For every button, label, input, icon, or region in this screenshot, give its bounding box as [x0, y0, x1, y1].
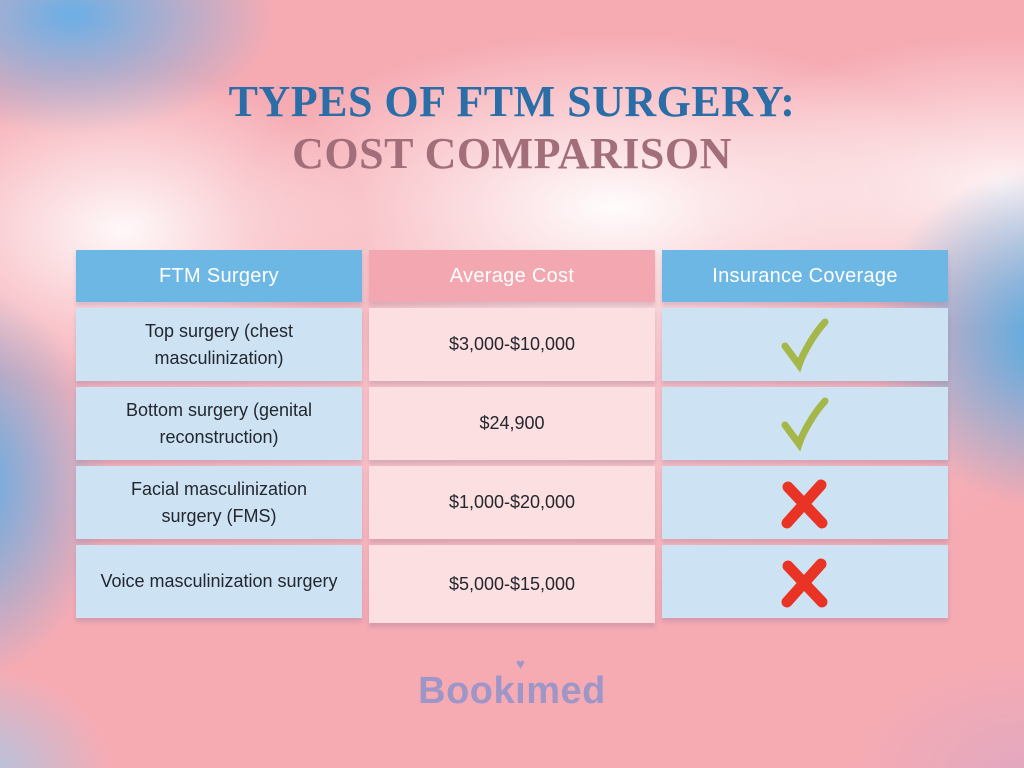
coverage-cell	[662, 387, 948, 460]
cost-cell: $5,000-$15,000	[369, 545, 655, 623]
surgery-label: Voice masculinization surgery	[100, 571, 338, 592]
cross-icon	[781, 558, 828, 607]
title-line-1: TYPES OF FTM SURGERY:	[228, 77, 796, 126]
logo-text-after: med	[526, 670, 606, 712]
checkmark-icon	[781, 318, 829, 373]
surgery-cell: Top surgery (chest masculinization)	[76, 308, 362, 381]
surgery-cell: Bottom surgery (genital reconstruction)	[76, 387, 362, 460]
logo-i-stem: ı	[515, 670, 527, 712]
coverage-cell	[662, 545, 948, 618]
surgery-cell: Facial masculinization surgery (FMS)	[76, 466, 362, 539]
header-ftm-surgery: FTM Surgery	[76, 250, 362, 302]
heart-icon: ♥	[515, 656, 526, 673]
infographic-title: TYPES OF FTM SURGERY: COST COMPARISON	[0, 76, 1024, 180]
surgery-label: Bottom surgery (genital reconstruction)	[125, 400, 313, 447]
logo-letter-i: ı ♥	[515, 657, 527, 713]
title-line-2: COST COMPARISON	[292, 129, 732, 178]
cost-cell: $3,000-$10,000	[369, 308, 655, 381]
header-average-cost: Average Cost	[369, 250, 655, 302]
cost-value: $5,000-$15,000	[448, 573, 576, 594]
cost-value: $24,900	[479, 413, 545, 434]
cost-cell: $24,900	[369, 387, 655, 460]
checkmark-icon	[781, 397, 829, 452]
surgery-cell: Voice masculinization surgery	[76, 545, 362, 618]
cross-icon	[781, 479, 828, 528]
surgery-label: Facial masculinization surgery (FMS)	[130, 479, 308, 526]
bookimed-logo: Bookı ♥ med	[0, 657, 1024, 713]
header-insurance-coverage: Insurance Coverage	[662, 250, 948, 302]
cost-value: $3,000-$10,000	[448, 334, 576, 355]
coverage-cell	[662, 466, 948, 539]
comparison-table: FTM Surgery Average Cost Insurance Cover…	[76, 250, 948, 623]
surgery-label: Top surgery (chest masculinization)	[144, 321, 294, 368]
coverage-cell	[662, 308, 948, 381]
logo-text-before: Book	[418, 670, 516, 712]
cost-value: $1,000-$20,000	[448, 492, 576, 513]
cost-cell: $1,000-$20,000	[369, 466, 655, 539]
